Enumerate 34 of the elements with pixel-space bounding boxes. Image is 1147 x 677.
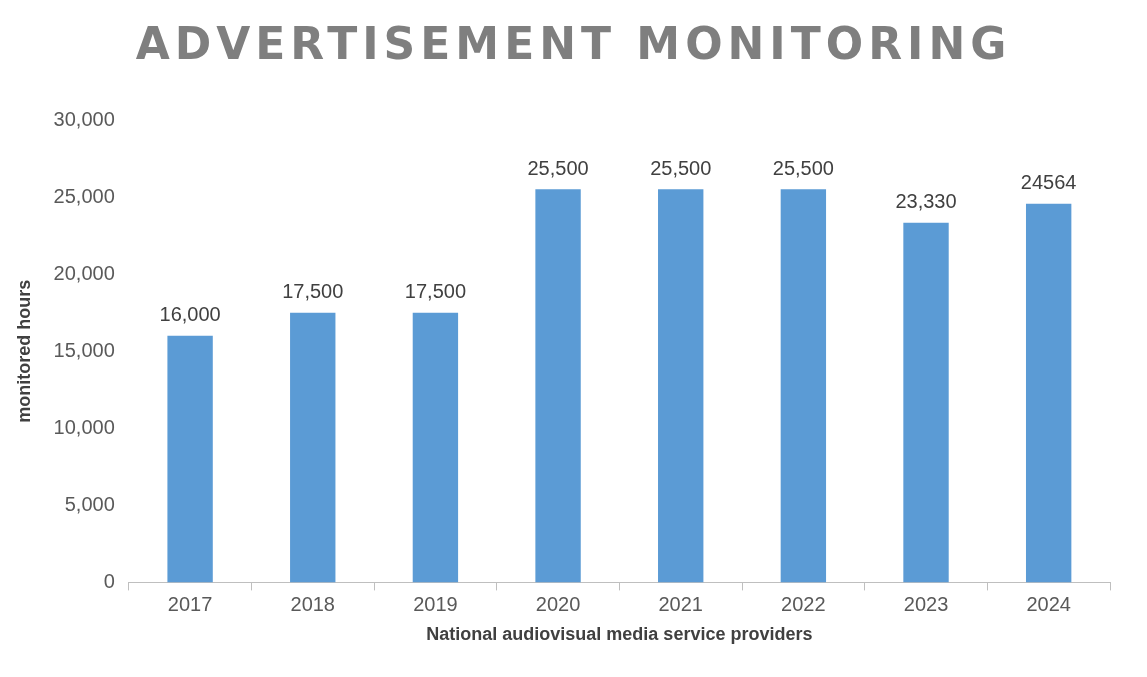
data-label: 17,500	[282, 280, 344, 303]
data-label: 16,000	[159, 303, 221, 326]
y-tick-label: 10,000	[53, 415, 115, 438]
data-label: 23,330	[895, 190, 957, 213]
chart-title: ADVERTISEMENT MONITORING	[134, 18, 1013, 69]
data-label: 17,500	[404, 280, 466, 303]
bar	[290, 312, 336, 583]
bar	[658, 189, 704, 583]
bar	[535, 189, 581, 583]
x-tick-label: 2017	[167, 592, 213, 615]
x-tick-label: 2020	[535, 592, 581, 615]
y-tick-label: 20,000	[53, 261, 115, 284]
x-tick-label: 2023	[903, 592, 949, 615]
x-tick-label: 2021	[658, 592, 703, 615]
y-axis-title: monitored hours	[13, 279, 34, 423]
y-tick-label: 5,000	[64, 492, 115, 515]
bar	[903, 222, 949, 583]
bar	[780, 189, 827, 583]
x-tick-label: 2018	[290, 592, 335, 615]
y-tick-label: 30,000	[53, 107, 115, 130]
x-tick-label: 2024	[1026, 592, 1071, 615]
data-label: 25,500	[650, 156, 712, 179]
data-label: 25,500	[772, 156, 834, 179]
data-label: 25,500	[527, 156, 589, 179]
x-tick-label: 2019	[413, 592, 458, 615]
x-tick-label: 2022	[781, 592, 826, 615]
bar	[1025, 203, 1072, 583]
y-tick-label: 0	[103, 569, 115, 592]
bar	[412, 312, 459, 583]
bar	[167, 335, 213, 583]
x-axis-title: National audiovisual media service providers	[426, 624, 813, 645]
y-tick-label: 25,000	[53, 184, 115, 207]
y-tick-label: 15,000	[53, 338, 115, 361]
data-label: 24564	[1020, 171, 1077, 194]
